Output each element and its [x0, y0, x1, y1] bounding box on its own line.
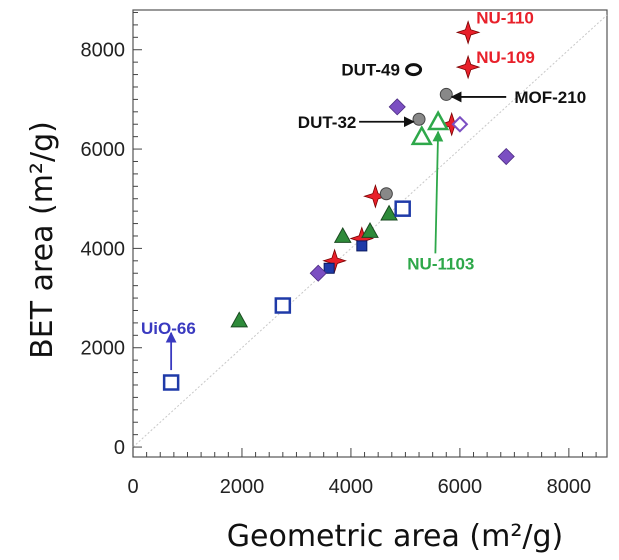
- x-tick-label: 6000: [438, 476, 483, 498]
- data-point-blue-square: [356, 240, 368, 252]
- data-point-green-open-triangle: [410, 125, 433, 146]
- data-point-green-triangle: [361, 221, 379, 238]
- data-point-purple-diamond: [497, 147, 515, 166]
- annotation-label: NU-109: [476, 48, 535, 67]
- data-point-green-triangle: [230, 311, 249, 328]
- annotation-label: DUT-49: [341, 61, 400, 80]
- x-tick-label: 0: [127, 476, 138, 498]
- annotation-label: NU-110: [476, 8, 534, 27]
- y-tick-label: 0: [114, 437, 125, 459]
- data-point-purple-open-diamond: [451, 115, 469, 133]
- data-point-green-open-triangle: [426, 110, 450, 131]
- data-point-gray-circle: [379, 187, 393, 201]
- data-point-red-star: [455, 54, 481, 80]
- y-tick-label: 2000: [81, 338, 126, 360]
- y-tick-label: 4000: [81, 238, 126, 260]
- data-point-blue-square: [323, 262, 335, 274]
- x-axis-label: Geometric area (m²/g): [227, 519, 563, 554]
- data-point-green-triangle: [380, 204, 398, 221]
- y-axis-label: BET area (m²/g): [25, 121, 60, 359]
- data-point-green-triangle: [333, 226, 352, 243]
- y-tick-label: 6000: [81, 139, 126, 161]
- data-point-purple-diamond: [309, 264, 327, 282]
- data-point-red-star: [455, 20, 481, 45]
- annotation-arrow: [432, 130, 444, 254]
- data-point-black-open-circle: [405, 63, 423, 77]
- data-point-gray-circle: [412, 112, 426, 126]
- annotation-label: MOF-210: [514, 88, 586, 107]
- y-tick-label: 8000: [81, 40, 126, 62]
- annotation-label: DUT-32: [298, 113, 357, 132]
- annotation-label: NU-1103: [407, 254, 474, 273]
- data-point-blue-open-square: [162, 374, 180, 391]
- x-tick-label: 4000: [329, 476, 374, 498]
- annotation-label: UiO-66: [141, 319, 196, 338]
- data-point-blue-open-square: [394, 200, 411, 217]
- data-point-purple-diamond: [388, 98, 406, 116]
- x-tick-label: 2000: [220, 476, 265, 498]
- data-point-gray-circle: [439, 87, 453, 101]
- plot-frame: [132, 9, 608, 458]
- data-point-blue-open-square: [274, 297, 292, 314]
- x-tick-label: 8000: [547, 476, 592, 498]
